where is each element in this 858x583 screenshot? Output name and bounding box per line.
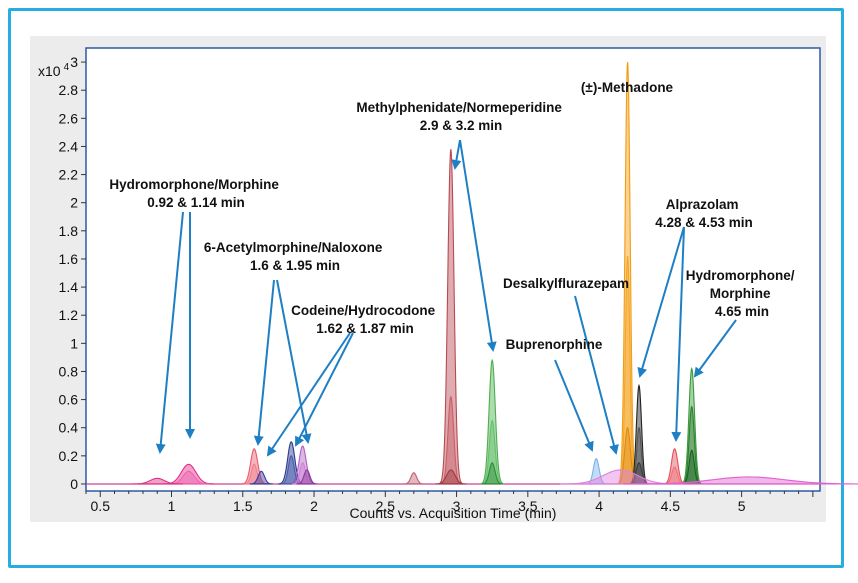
annotation-arrow-7 — [459, 139, 497, 352]
y-tick-label: 3 — [70, 54, 78, 70]
peak-14 — [435, 469, 467, 485]
peak-18 — [585, 458, 607, 485]
peak-8 — [289, 445, 316, 485]
x-tick-label: 1.5 — [233, 498, 253, 514]
peak-11 — [403, 472, 425, 485]
peak-21 — [617, 426, 639, 485]
annotation-arrow-4 — [266, 332, 351, 457]
x-axis-ticks: 0.5 1 1.5 2 2.5 3 3.5 4 4.5 5 — [85, 491, 814, 514]
annotation-arrow-3 — [276, 279, 312, 444]
peak-16 — [481, 419, 503, 485]
peaks-layer — [86, 62, 858, 485]
x-tick-label: 3 — [453, 498, 461, 514]
annotation-methadone: (±)-Methadone — [581, 80, 674, 95]
annotation-arrow-5 — [295, 332, 354, 447]
x-tick-label: 3.5 — [518, 498, 538, 514]
annotation-codeine-hydrocodone: Codeine/Hydrocodone 1.62 & 1.87 min — [291, 303, 439, 336]
annotation-arrow-11 — [671, 226, 685, 442]
x-tick-label: 4.5 — [661, 498, 681, 514]
y-tick-label: 0.2 — [59, 448, 79, 464]
peak-9 — [292, 462, 314, 485]
y-tick-label: 2.4 — [59, 138, 79, 154]
x-tick-label: 4 — [595, 498, 603, 514]
y-tick-label: 2 — [70, 195, 78, 211]
y-multiplier-label: x10 4 — [38, 62, 70, 79]
annotation-arrow-8 — [574, 295, 619, 455]
y-tick-label: 0.4 — [59, 420, 79, 436]
peak-15 — [480, 358, 504, 485]
annotation-arrow-2 — [253, 279, 275, 446]
peak-5 — [249, 470, 273, 485]
peak-2 — [168, 470, 210, 485]
annotation-hydromorphone-morphine: Hydromorphone/Morphine 0.92 & 1.14 min — [109, 177, 282, 210]
y-tick-label: 1 — [70, 335, 78, 351]
y-tick-label: 1.6 — [59, 251, 79, 267]
x-tick-label: 2 — [310, 498, 318, 514]
y-axis-ticks: 0 0.2 0.4 0.6 0.8 1 1.2 1.4 1.6 1.8 2 2.2 2.4 2.6 2.8 3 — [59, 54, 86, 492]
peak-31 — [623, 476, 858, 485]
annotation-desalkylflurazepam: Desalkylflurazepam — [503, 276, 629, 291]
annotation-alprazolam: Alprazolam 4.28 & 4.53 min — [655, 197, 753, 230]
peak-0 — [131, 477, 183, 485]
annotation-hydromorphone-morphine-late: Hydromorphone/ Morphine 4.65 min — [686, 268, 799, 319]
y-tick-label: 1.4 — [59, 279, 79, 295]
y-tick-label: 0.6 — [59, 392, 79, 408]
annotation-methylphenidate-normeperidine: Methylphenidate/Normeperidine 2.9 & 3.2 … — [356, 100, 565, 133]
y-tick-label: 2.6 — [59, 110, 79, 126]
annotation-arrow-6 — [451, 139, 462, 170]
annotation-acetylmorphine-naloxone: 6-Acetylmorphine/Naloxone 1.6 & 1.95 min — [204, 240, 386, 273]
y-tick-label: 2.8 — [59, 82, 79, 98]
annotation-arrow-0 — [155, 211, 184, 454]
x-tick-label: 2.5 — [376, 498, 396, 514]
y-tick-label: 1.8 — [59, 223, 79, 239]
outer-frame — [8, 8, 844, 568]
arrows-layer — [155, 139, 737, 457]
peak-12 — [439, 149, 463, 485]
y-tick-label: 1.2 — [59, 307, 79, 323]
peak-3 — [241, 448, 268, 485]
x-tick-label: 5 — [738, 498, 746, 514]
annotation-arrow-10 — [637, 226, 685, 378]
peak-30 — [682, 449, 702, 485]
x-axis-label: Counts vs. Acquisition Time (min) — [350, 505, 557, 521]
y-tick-label: 0.8 — [59, 363, 79, 379]
y-tick-label: 2.2 — [59, 167, 79, 183]
y-tick-label: 0 — [70, 476, 78, 492]
peak-10 — [296, 469, 318, 485]
x-tick-label: 0.5 — [91, 498, 111, 514]
peak-17 — [481, 462, 503, 485]
annotation-buprenorphine: Buprenorphine — [506, 337, 603, 352]
annotation-arrow-12 — [693, 319, 737, 378]
x-tick-label: 1 — [168, 498, 176, 514]
annotation-arrow-9 — [554, 359, 594, 452]
